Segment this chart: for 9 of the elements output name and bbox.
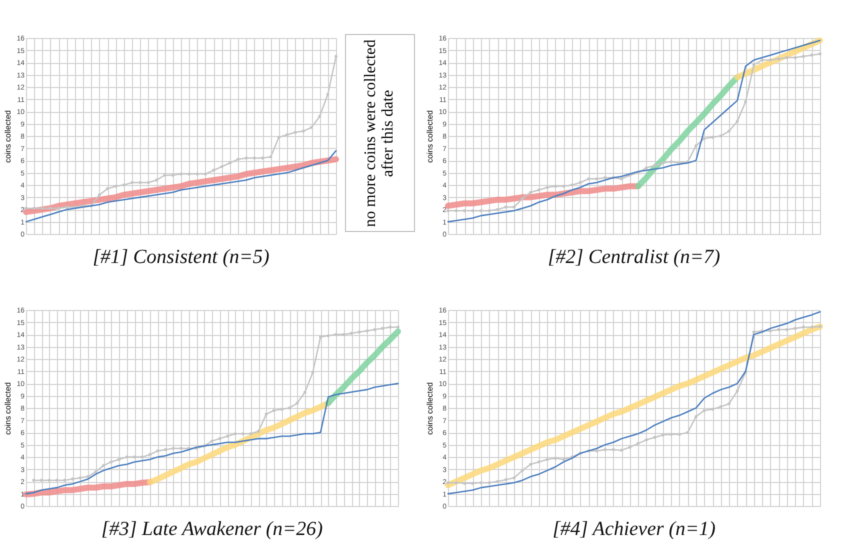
- text: [#3] Late Awakener (n=26): [101, 518, 324, 540]
- y-axis-title: coins collected: [426, 110, 435, 163]
- text: [#4] Achiever (n=1): [552, 518, 716, 540]
- text: [#2] Centralist (n=7): [548, 246, 721, 268]
- y-axis-title: coins collected: [426, 382, 435, 435]
- text: [#1] Consistent (n=5): [92, 246, 270, 268]
- text-box: no more coins were collected after this date: [345, 34, 415, 232]
- y-axis-title: coins collected: [4, 110, 13, 163]
- y-axis-title: coins collected: [4, 382, 13, 435]
